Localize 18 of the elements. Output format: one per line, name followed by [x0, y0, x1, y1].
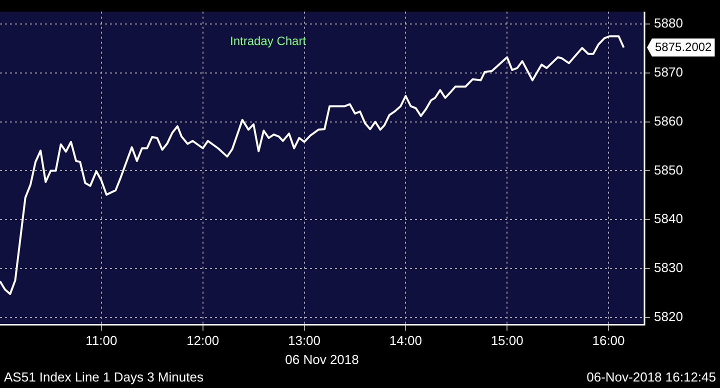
x-tick-label: 15:00 — [490, 333, 524, 348]
x-axis-title: 06 Nov 2018 — [285, 352, 359, 367]
x-tick-label: 11:00 — [86, 333, 118, 348]
y-tick-label: 5880 — [654, 16, 683, 31]
y-tick-label: 5830 — [654, 260, 683, 276]
x-tick-label: 13:00 — [288, 333, 321, 348]
y-tick-label: 5820 — [654, 309, 683, 324]
text: Intraday Chart — [230, 34, 307, 48]
x-tick-label: 12:00 — [186, 333, 220, 348]
y-tick-label: 5850 — [654, 162, 683, 178]
annotation: 5875.2002 — [655, 40, 712, 54]
y-tick-label: 5860 — [654, 113, 683, 128]
y-tick-label: 5870 — [654, 64, 683, 80]
y-tick-label: 5840 — [654, 211, 683, 226]
text: 06-Nov-2018 16:12:45 — [586, 370, 716, 385]
text: AS51 Index Line 1 Days 3 Minutes — [4, 370, 204, 385]
x-tick-label: 14:00 — [389, 333, 422, 348]
x-tick-label: 16:00 — [592, 333, 625, 348]
